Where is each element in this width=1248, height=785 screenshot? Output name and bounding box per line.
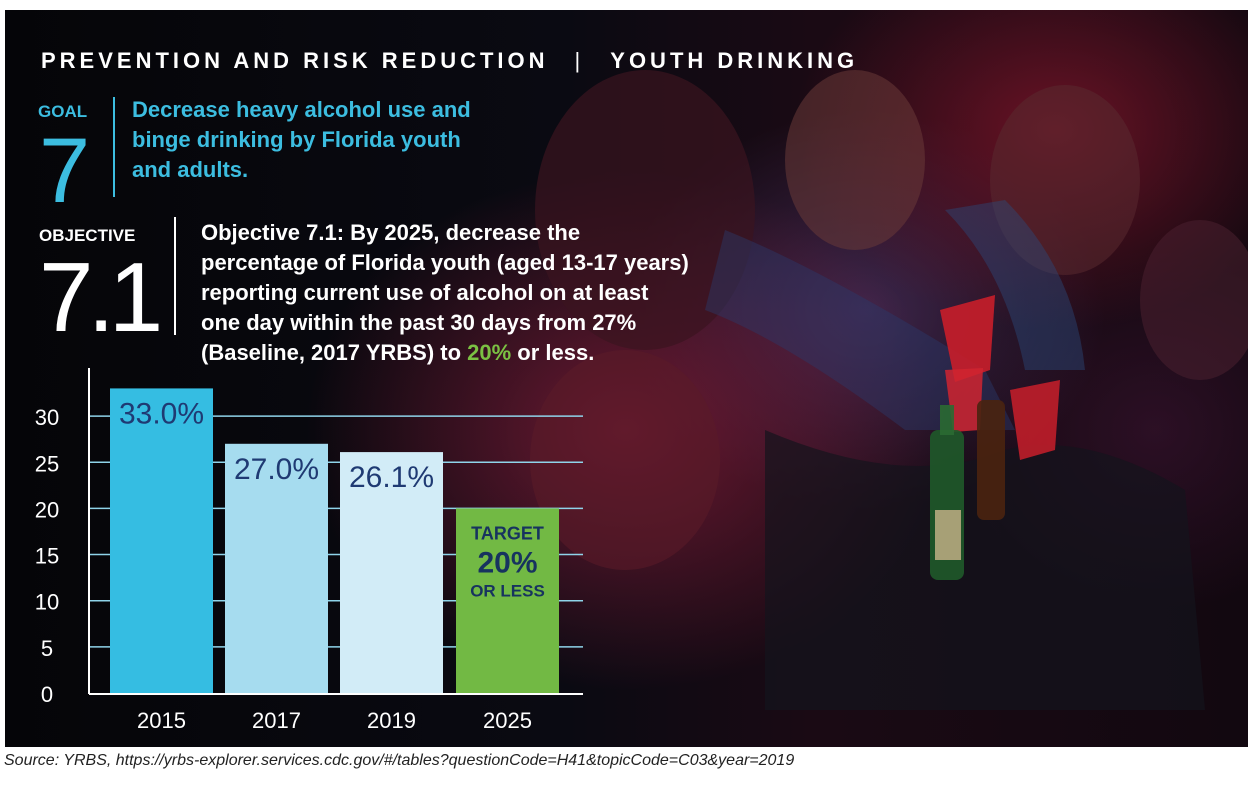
target-highlight: 20% (467, 340, 512, 365)
x-tick-label: 2019 (367, 708, 416, 733)
objective-text-line: reporting current use of alcohol on at l… (201, 280, 649, 305)
objective-text-fragment: or less. (511, 340, 595, 365)
bar-2015 (110, 388, 213, 693)
bar-2019 (340, 452, 443, 693)
y-tick-label: 25 (35, 451, 59, 476)
y-tick-label: 10 (35, 590, 59, 615)
title-separator: | (574, 48, 585, 73)
y-tick-label: 20 (35, 497, 59, 522)
goal-text-line: Decrease heavy alcohol use and (132, 97, 471, 122)
infographic-panel: PREVENTION AND RISK REDUCTION | YOUTH DRIN… (5, 10, 1248, 747)
objective-label: OBJECTIVE (39, 226, 136, 245)
y-tick-label: 0 (41, 682, 53, 707)
goal-text: Decrease heavy alcohol use and binge dri… (132, 95, 471, 185)
y-tick-label: 15 (35, 544, 59, 569)
bar-2025 (456, 508, 559, 693)
objective-divider (174, 217, 176, 335)
target-label: TARGET (471, 523, 544, 543)
goal-label: GOAL (38, 102, 88, 121)
x-tick-label: 2025 (483, 708, 532, 733)
goal-text-line: binge drinking by Florida youth (132, 127, 461, 152)
page-title: PREVENTION AND RISK REDUCTION | YOUTH DRIN… (41, 48, 858, 74)
y-tick-label: 5 (41, 636, 53, 661)
goal-number: 7 (39, 120, 91, 222)
target-qualifier: OR LESS (470, 581, 545, 600)
source-note: Source: YRBS, https://yrbs-explorer.serv… (4, 752, 795, 769)
section-title: PREVENTION AND RISK REDUCTION (41, 48, 549, 73)
objective-text-line: percentage of Florida youth (aged 13-17 … (201, 250, 689, 275)
data-label: 33.0% (119, 397, 204, 430)
objective-text-line: Objective 7.1: By 2025, decrease the (201, 220, 581, 245)
objective-number: 7.1 (39, 242, 163, 352)
objective-text-line: one day within the past 30 days from 27% (201, 310, 637, 335)
goal-divider (113, 97, 115, 197)
objective-text: Objective 7.1: By 2025, decrease the per… (201, 218, 689, 368)
data-label: 26.1% (349, 461, 434, 494)
objective-text-line: (Baseline, 2017 YRBS) to 20% or less. (201, 338, 689, 368)
target-value: 20% (477, 546, 537, 579)
bar-2017 (225, 443, 328, 693)
x-tick-label: 2017 (252, 708, 301, 733)
goal-text-line: and adults. (132, 157, 249, 182)
topic-title: YOUTH DRINKING (610, 48, 859, 73)
objective-text-fragment: (Baseline, 2017 YRBS) to (201, 340, 468, 365)
y-tick-label: 30 (35, 405, 59, 430)
data-label: 27.0% (234, 453, 319, 486)
x-tick-label: 2015 (137, 708, 186, 733)
